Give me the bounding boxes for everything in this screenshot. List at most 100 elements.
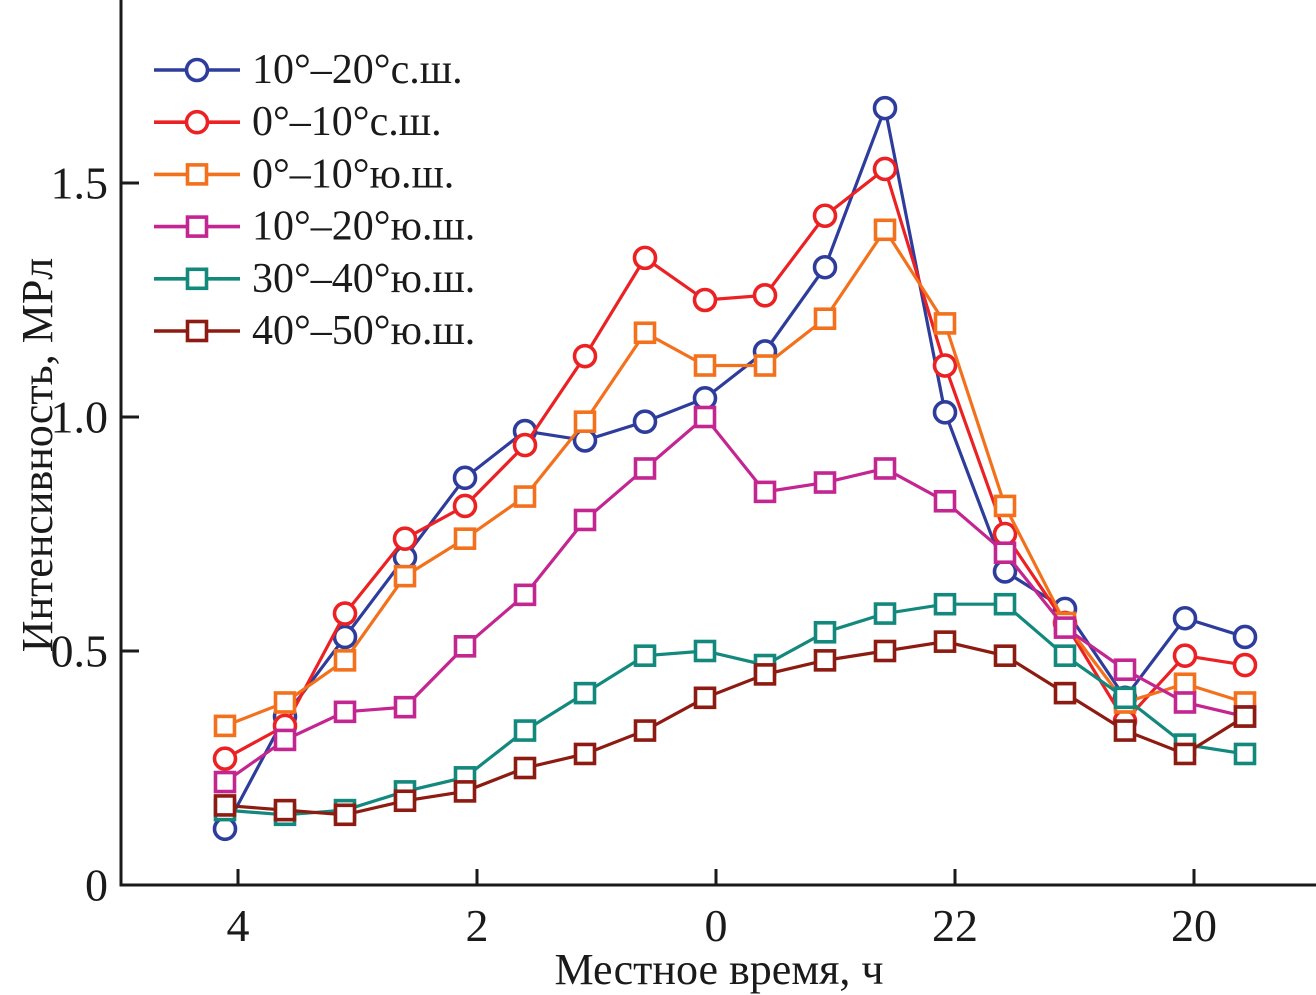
legend-label: 40°–50°ю.ш.: [252, 308, 475, 354]
data-point-marker: [213, 714, 237, 738]
data-point-marker: [213, 794, 237, 817]
data-point-marker: [873, 457, 897, 480]
x-tick-label: 0: [705, 900, 728, 951]
data-point-marker: [573, 742, 597, 766]
data-point-marker: [993, 494, 1017, 518]
data-point-marker: [333, 700, 357, 724]
series-1: [212, 156, 1258, 771]
data-point-marker: [1113, 658, 1137, 682]
legend-marker-icon: [184, 57, 210, 83]
data-point-marker: [452, 465, 478, 491]
data-point-marker: [392, 526, 418, 551]
data-point-marker: [453, 527, 477, 550]
data-point-marker: [1232, 652, 1258, 678]
data-point-marker: [933, 489, 957, 513]
data-point-marker: [873, 218, 897, 242]
y-axis-title: Интенсивность, МРл: [13, 257, 62, 653]
data-point-marker: [872, 156, 898, 182]
data-point-marker: [753, 480, 777, 504]
legend-label: 30°–40°ю.ш.: [252, 256, 475, 302]
data-point-marker: [872, 95, 898, 121]
x-axis-title: Местное время, ч: [554, 945, 884, 994]
data-point-marker: [213, 770, 237, 794]
data-point-marker: [813, 649, 837, 672]
data-point-marker: [212, 746, 238, 771]
x-tick-label: 20: [1171, 900, 1217, 951]
data-point-marker: [693, 686, 717, 710]
data-point-marker: [933, 592, 957, 616]
legend-marker-icon: [185, 215, 209, 238]
x-tick-label: 2: [466, 900, 489, 951]
data-point-marker: [692, 385, 718, 411]
data-point-marker: [1233, 705, 1257, 728]
data-point-marker: [933, 630, 957, 653]
data-point-marker: [212, 816, 238, 842]
data-point-marker: [633, 719, 657, 742]
legend: 10°–20°с.ш. 0°–10°с.ш. 0°–10°ю.ш. 10°–20°ю.…: [154, 47, 475, 354]
data-point-marker: [1053, 644, 1077, 667]
data-point-marker: [1172, 605, 1198, 631]
data-point-marker: [333, 803, 357, 827]
series-line: [224, 414, 1246, 784]
data-point-marker: [572, 343, 598, 369]
legend-entry: 10°–20°ю.ш.: [154, 204, 475, 250]
legend-marker-icon: [185, 319, 209, 343]
series-line: [224, 166, 1246, 761]
legend-entry: 10°–20°с.ш.: [154, 47, 463, 93]
data-point-marker: [393, 695, 417, 719]
data-point-marker: [512, 432, 538, 458]
data-point-marker: [993, 592, 1017, 616]
legend-entry: 0°–10°ю.ш.: [154, 151, 454, 197]
data-point-marker: [1113, 719, 1137, 742]
data-point-marker: [513, 719, 537, 742]
data-point-marker: [1173, 672, 1197, 696]
data-point-marker: [812, 203, 838, 229]
data-point-marker: [513, 485, 537, 508]
data-point-marker: [753, 354, 777, 377]
data-point-marker: [393, 789, 417, 813]
data-point-marker: [453, 780, 477, 803]
data-point-marker: [332, 601, 358, 626]
data-point-marker: [813, 620, 837, 644]
data-point-marker: [693, 639, 717, 663]
data-point-marker: [812, 254, 838, 280]
data-point-marker: [633, 644, 657, 667]
data-point-marker: [993, 541, 1017, 565]
legend-label: 0°–10°ю.ш.: [252, 151, 454, 197]
data-point-marker: [813, 471, 837, 494]
data-point-marker: [393, 564, 417, 588]
data-point-marker: [632, 245, 658, 271]
y-tick-label: 1.5: [51, 158, 109, 209]
data-point-marker: [632, 409, 658, 434]
data-point-marker: [333, 649, 357, 672]
data-point-marker: [993, 644, 1017, 667]
data-point-marker: [1113, 686, 1137, 710]
data-point-marker: [633, 457, 657, 480]
series-5: [213, 630, 1257, 827]
data-point-marker: [1053, 681, 1077, 705]
data-point-marker: [453, 635, 477, 658]
data-point-marker: [813, 307, 837, 331]
data-point-marker: [692, 287, 718, 313]
legend-entry: 30°–40°ю.ш.: [154, 256, 475, 302]
data-point-marker: [513, 756, 537, 780]
legend-entry: 40°–50°ю.ш.: [154, 308, 475, 354]
data-point-marker: [633, 321, 657, 345]
y-tick-label: 1.0: [51, 392, 109, 443]
data-point-marker: [1233, 742, 1257, 766]
legend-marker-icon: [185, 163, 209, 186]
data-point-marker: [513, 583, 537, 607]
legend-label: 10°–20°с.ш.: [252, 47, 463, 93]
data-point-marker: [992, 521, 1018, 547]
y-tick-label: 0: [85, 860, 108, 911]
data-point-marker: [752, 283, 778, 308]
data-point-marker: [693, 354, 717, 377]
data-point-marker: [573, 681, 597, 705]
x-tick-label: 22: [932, 900, 978, 951]
data-point-marker: [1173, 691, 1197, 714]
legend-marker-icon: [185, 267, 209, 291]
data-point-marker: [452, 493, 478, 519]
data-point-marker: [873, 602, 897, 625]
